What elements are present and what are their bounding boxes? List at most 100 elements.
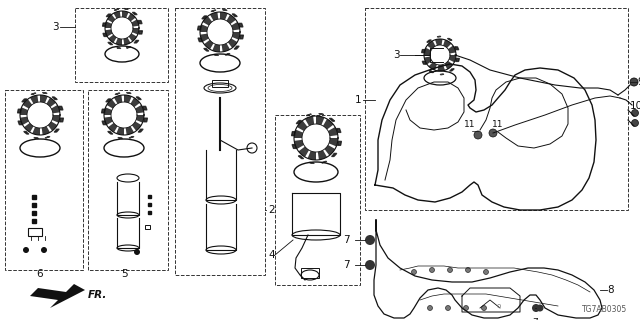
- Polygon shape: [132, 122, 141, 131]
- Circle shape: [532, 304, 540, 312]
- Polygon shape: [200, 24, 208, 32]
- Polygon shape: [124, 95, 132, 103]
- Text: ο: ο: [497, 303, 501, 309]
- Polygon shape: [30, 284, 85, 308]
- Polygon shape: [445, 61, 453, 69]
- Circle shape: [429, 268, 435, 273]
- Polygon shape: [232, 32, 240, 40]
- Polygon shape: [104, 117, 113, 125]
- Polygon shape: [107, 99, 116, 108]
- Polygon shape: [132, 28, 139, 35]
- Polygon shape: [129, 34, 137, 42]
- Polygon shape: [318, 150, 327, 160]
- Polygon shape: [52, 115, 60, 123]
- Polygon shape: [221, 43, 230, 52]
- Polygon shape: [429, 62, 437, 70]
- Polygon shape: [210, 12, 218, 21]
- Polygon shape: [329, 138, 338, 147]
- Polygon shape: [24, 123, 33, 132]
- Bar: [148, 211, 151, 214]
- Bar: [32, 203, 36, 207]
- Bar: [301, 268, 319, 278]
- Text: 10: 10: [630, 101, 640, 111]
- Polygon shape: [109, 35, 116, 43]
- Circle shape: [41, 247, 47, 253]
- Text: 11: 11: [464, 120, 476, 129]
- Circle shape: [428, 306, 433, 310]
- Circle shape: [447, 268, 452, 273]
- Bar: [145, 225, 150, 229]
- Polygon shape: [22, 99, 32, 108]
- Text: 4: 4: [268, 250, 275, 260]
- Polygon shape: [212, 44, 220, 52]
- Circle shape: [412, 269, 417, 275]
- Circle shape: [474, 131, 482, 139]
- Polygon shape: [47, 98, 56, 107]
- Text: 7: 7: [532, 318, 538, 320]
- Text: 2: 2: [268, 205, 275, 215]
- Circle shape: [134, 249, 140, 255]
- Polygon shape: [116, 127, 124, 135]
- Polygon shape: [443, 40, 451, 48]
- Circle shape: [489, 129, 497, 137]
- Polygon shape: [108, 14, 115, 22]
- Polygon shape: [42, 126, 50, 135]
- Polygon shape: [298, 147, 309, 157]
- Circle shape: [630, 78, 638, 86]
- Polygon shape: [305, 116, 314, 126]
- Text: TG7AB0305: TG7AB0305: [582, 305, 627, 314]
- Circle shape: [481, 306, 486, 310]
- Text: 1: 1: [355, 95, 362, 105]
- Circle shape: [465, 268, 470, 273]
- Circle shape: [483, 269, 488, 275]
- Polygon shape: [135, 105, 144, 113]
- Text: 9: 9: [637, 77, 640, 87]
- Bar: [32, 195, 36, 199]
- Polygon shape: [435, 39, 442, 45]
- Polygon shape: [324, 145, 335, 156]
- Circle shape: [365, 235, 375, 245]
- Polygon shape: [108, 123, 118, 132]
- Polygon shape: [136, 115, 144, 123]
- Text: 5: 5: [121, 269, 127, 279]
- Polygon shape: [40, 95, 47, 103]
- Polygon shape: [20, 117, 29, 125]
- Polygon shape: [114, 95, 122, 104]
- Text: 3: 3: [52, 22, 59, 32]
- Polygon shape: [231, 22, 240, 30]
- Text: 8: 8: [607, 285, 614, 295]
- Polygon shape: [294, 140, 304, 149]
- Polygon shape: [424, 57, 432, 64]
- Polygon shape: [227, 15, 236, 24]
- Polygon shape: [104, 107, 112, 115]
- Polygon shape: [294, 130, 303, 138]
- Polygon shape: [204, 40, 214, 49]
- Polygon shape: [323, 119, 333, 130]
- Circle shape: [365, 260, 375, 270]
- Polygon shape: [308, 151, 316, 160]
- Polygon shape: [449, 55, 456, 62]
- Polygon shape: [125, 126, 134, 135]
- Bar: [28, 228, 42, 236]
- Polygon shape: [122, 11, 129, 18]
- Circle shape: [536, 305, 543, 311]
- Text: 7: 7: [344, 235, 350, 245]
- Polygon shape: [33, 127, 40, 135]
- Polygon shape: [131, 98, 140, 107]
- Polygon shape: [127, 13, 136, 21]
- Polygon shape: [51, 105, 60, 113]
- Circle shape: [632, 109, 639, 116]
- Polygon shape: [113, 11, 120, 19]
- Polygon shape: [115, 38, 122, 45]
- Polygon shape: [448, 45, 456, 53]
- Polygon shape: [203, 16, 212, 26]
- Polygon shape: [30, 95, 38, 104]
- Circle shape: [632, 119, 639, 126]
- Polygon shape: [105, 21, 112, 28]
- Circle shape: [463, 306, 468, 310]
- Polygon shape: [220, 12, 228, 20]
- Polygon shape: [105, 29, 113, 36]
- Polygon shape: [297, 121, 307, 131]
- Polygon shape: [48, 122, 58, 131]
- Text: 3: 3: [393, 50, 399, 60]
